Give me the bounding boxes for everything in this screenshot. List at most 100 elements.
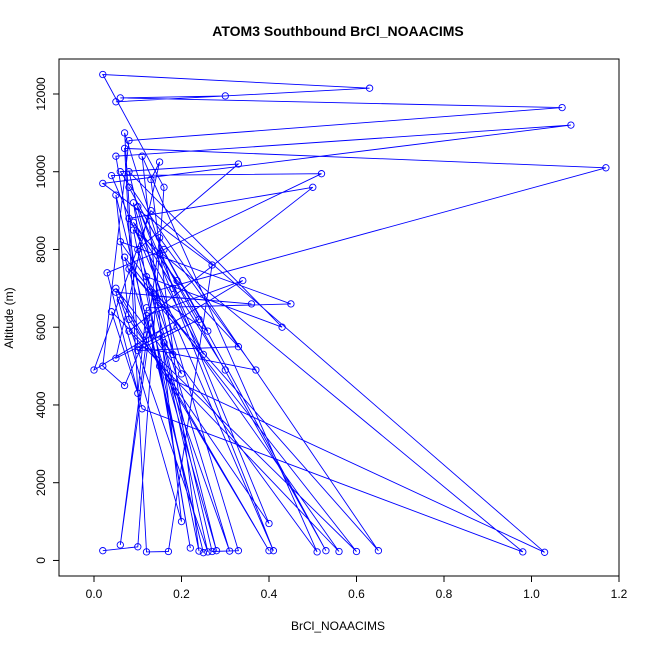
x-tick-label: 0.8 bbox=[436, 587, 453, 601]
chart-title: ATOM3 Southbound BrCl_NOAACIMS bbox=[212, 23, 463, 39]
data-point bbox=[164, 374, 173, 382]
data-point bbox=[142, 331, 151, 339]
data-point bbox=[99, 179, 107, 188]
data-point bbox=[129, 199, 138, 207]
data-point bbox=[204, 548, 212, 556]
axes-layer: 0.0 0.2 0.4 0.6 0.8 1.0 1.2 0 2000 4000 6000 8000 10… bbox=[34, 77, 628, 601]
data-point bbox=[177, 370, 186, 378]
data-point bbox=[129, 226, 138, 234]
data-point bbox=[120, 253, 129, 261]
data-point bbox=[247, 300, 256, 308]
data-point bbox=[212, 547, 221, 555]
data-point bbox=[173, 323, 181, 331]
data-point bbox=[208, 261, 216, 269]
data-point bbox=[107, 171, 116, 180]
data-point bbox=[195, 547, 203, 555]
data-point bbox=[142, 311, 151, 320]
data-point bbox=[99, 362, 107, 370]
data-point bbox=[120, 129, 129, 137]
data-point bbox=[138, 405, 146, 413]
y-tick-label: 10000 bbox=[34, 155, 48, 189]
data-point bbox=[120, 381, 129, 390]
data-point bbox=[125, 136, 133, 145]
data-point bbox=[134, 343, 142, 351]
y-tick-label: 6000 bbox=[34, 314, 48, 341]
data-point bbox=[147, 319, 155, 327]
x-tick-label: 0.4 bbox=[261, 587, 278, 601]
x-tick-label: 0.6 bbox=[348, 587, 365, 601]
data-point bbox=[125, 327, 133, 335]
data-point bbox=[278, 323, 286, 331]
data-point bbox=[112, 152, 120, 160]
data-point bbox=[540, 548, 549, 556]
series-layer bbox=[90, 70, 610, 557]
data-point bbox=[221, 92, 229, 100]
data-point bbox=[155, 249, 164, 258]
data-point bbox=[142, 273, 151, 281]
data-point bbox=[221, 366, 229, 374]
data-point bbox=[142, 304, 151, 312]
data-point bbox=[155, 362, 164, 370]
data-point bbox=[125, 315, 133, 324]
data-point bbox=[374, 547, 383, 555]
data-point bbox=[204, 327, 212, 335]
data-point bbox=[160, 245, 168, 254]
data-point bbox=[234, 343, 243, 351]
data-point bbox=[169, 284, 177, 292]
data-point bbox=[160, 183, 168, 191]
data-point bbox=[177, 517, 186, 526]
data-point bbox=[147, 288, 155, 296]
data-point bbox=[134, 389, 142, 397]
data-point bbox=[160, 339, 168, 347]
data-point bbox=[558, 103, 566, 112]
data-point bbox=[120, 144, 129, 153]
x-tick-label: 0.2 bbox=[173, 587, 190, 601]
y-tick-label: 8000 bbox=[34, 236, 48, 263]
data-point bbox=[234, 547, 243, 555]
data-point bbox=[125, 214, 133, 223]
data-point bbox=[134, 543, 142, 551]
data-point bbox=[602, 164, 610, 172]
data-point bbox=[265, 519, 273, 528]
data-point bbox=[134, 245, 142, 254]
data-point bbox=[199, 350, 208, 359]
data-point bbox=[239, 276, 247, 285]
data-point bbox=[112, 191, 120, 199]
data-point bbox=[225, 547, 234, 555]
data-point bbox=[116, 541, 124, 549]
data-point bbox=[365, 84, 374, 92]
data-point bbox=[199, 549, 208, 557]
data-point bbox=[252, 366, 260, 374]
data-point bbox=[107, 308, 116, 316]
data-point bbox=[151, 292, 159, 300]
data-point bbox=[317, 170, 326, 178]
data-point bbox=[138, 152, 146, 160]
data-point bbox=[519, 548, 527, 556]
x-tick-label: 0.0 bbox=[86, 587, 103, 601]
data-point bbox=[112, 284, 120, 292]
x-tick-label: 1.0 bbox=[523, 587, 540, 601]
y-tick-label: 12000 bbox=[34, 77, 48, 111]
y-tick-label: 2000 bbox=[34, 469, 48, 496]
data-point bbox=[99, 70, 107, 79]
y-tick-label: 0 bbox=[34, 557, 48, 564]
data-point bbox=[134, 203, 142, 211]
data-point bbox=[125, 265, 133, 273]
data-point bbox=[234, 160, 243, 168]
data-point bbox=[103, 269, 111, 277]
data-point bbox=[164, 547, 173, 556]
data-point bbox=[186, 544, 194, 552]
data-point bbox=[147, 206, 155, 215]
series-line bbox=[93, 74, 607, 553]
data-point bbox=[90, 366, 98, 374]
data-point bbox=[125, 183, 133, 191]
data-point bbox=[125, 168, 133, 176]
data-point bbox=[155, 234, 164, 242]
data-point bbox=[313, 548, 321, 556]
data-point bbox=[116, 168, 124, 176]
data-point bbox=[129, 218, 138, 226]
data-point bbox=[335, 547, 343, 556]
data-point bbox=[116, 238, 124, 246]
data-point bbox=[134, 346, 142, 355]
